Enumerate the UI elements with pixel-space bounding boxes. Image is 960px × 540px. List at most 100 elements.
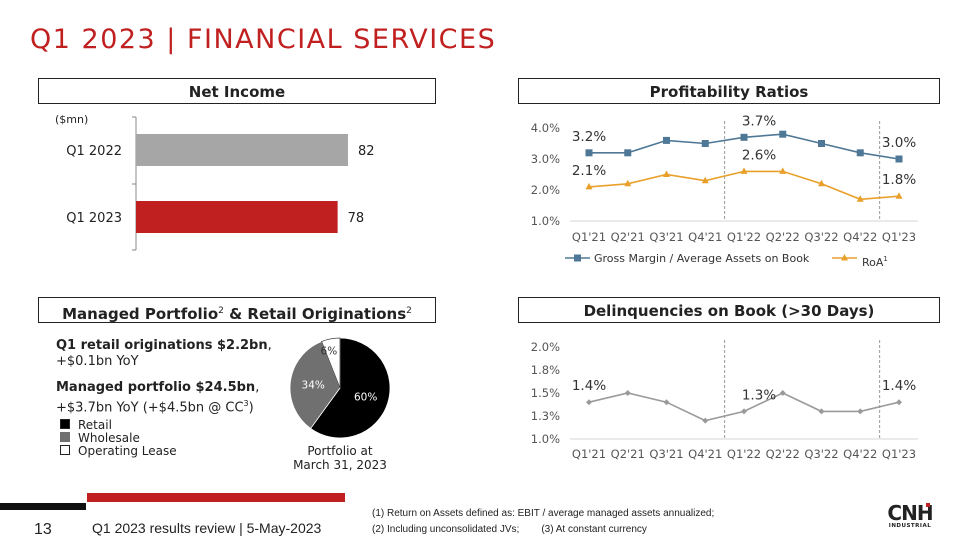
x-tick-label: Q4'22 (843, 230, 877, 244)
data-point-diamond (663, 399, 670, 406)
pie-slice (310, 337, 391, 439)
footnote-1: (1) Return on Assets defined as: EBIT / … (372, 508, 715, 519)
footer-title: Q1 2023 results review | 5-May-2023 (92, 520, 322, 536)
delinquencies-header: Delinquencies on Book (>30 Days) (518, 297, 940, 323)
retail-swatch (60, 419, 70, 429)
page-title: Q1 2023 | FINANCIAL SERVICES (30, 24, 497, 55)
data-point-triangle (856, 195, 864, 202)
bar-value-label: 78 (348, 211, 365, 226)
footnote-row: (2) Including unconsolidated JVs; (3) At… (372, 523, 714, 536)
managed-portfolio-yoy: +$3.7bn YoY (+$4.5bn @ CC3) (56, 396, 272, 416)
y-tick-label: 1.0% (531, 432, 560, 446)
y-tick-label: 1.5% (531, 386, 560, 400)
legend-wholesale: Wholesale (60, 432, 177, 445)
data-point-diamond (779, 390, 786, 396)
bar (136, 201, 338, 233)
x-tick-label: Q3'21 (649, 230, 683, 244)
legend-marker-triangle (841, 254, 848, 261)
data-point-square (585, 149, 593, 157)
data-point-square (624, 149, 632, 157)
data-point-square (740, 133, 748, 141)
profitability-header: Profitability Ratios (518, 78, 940, 104)
portfolio-header: Managed Portfolio2 & Retail Originations… (38, 297, 436, 323)
x-tick-label: Q2'21 (611, 230, 645, 244)
footnote-ref: 2 (406, 306, 412, 316)
data-point-square (818, 140, 825, 147)
portfolio-header-b: & Retail Originations (223, 305, 407, 323)
y-tick-label: 4.0% (531, 121, 560, 135)
x-tick-label: Q3'22 (804, 230, 838, 244)
y-tick-label: 2.0% (531, 340, 560, 354)
pie-slice-label: 6% (321, 346, 338, 358)
data-point-diamond (896, 399, 902, 406)
managed-portfolio: Managed portfolio $24.5bn (56, 380, 256, 395)
data-label: 3.2% (572, 129, 606, 145)
x-tick-label: Q4'21 (688, 447, 722, 461)
data-point-triangle (585, 182, 593, 190)
data-label: 1.4% (882, 378, 916, 394)
x-tick-label: Q3'21 (649, 447, 683, 461)
footnote-ref: 1 (883, 255, 887, 263)
lease-swatch (60, 445, 70, 455)
data-point-diamond (586, 399, 592, 406)
data-point-square (895, 155, 903, 163)
bar-category-label: Q1 2023 (66, 211, 122, 226)
bar-category-label: Q1 2022 (66, 144, 122, 159)
x-tick-label: Q4'21 (688, 230, 722, 244)
footnote-2: (2) Including unconsolidated JVs; (372, 524, 520, 535)
data-label: 2.6% (742, 147, 776, 163)
series-line (588, 170, 900, 201)
comma: , (255, 380, 260, 395)
data-point-triangle (740, 167, 748, 174)
y-tick-label: 1.8% (531, 363, 560, 377)
legend-label: Wholesale (78, 431, 140, 445)
footer-red-bar (87, 493, 345, 502)
data-point-diamond (818, 408, 825, 415)
y-tick-label: 1.3% (531, 409, 560, 423)
data-label: 1.3% (742, 387, 776, 403)
data-point-triangle (663, 170, 670, 177)
page-number: 13 (34, 521, 52, 538)
legend-retail: Retail (60, 419, 177, 432)
data-label: 1.4% (572, 378, 606, 394)
paren: ) (248, 400, 254, 416)
pie-slice-label: 34% (302, 380, 325, 392)
pie-slice (321, 337, 341, 389)
retail-originations: Q1 retail originations $2.2bn (56, 338, 268, 353)
legend-label: Operating Lease (78, 444, 177, 458)
data-label: 1.8% (882, 172, 916, 188)
x-tick-label: Q1'23 (882, 230, 916, 244)
pie-slice-label: 60% (354, 391, 377, 403)
portfolio-summary: Q1 retail originations $2.2bn, +$0.1bn Y… (56, 338, 272, 416)
x-tick-label: Q2'21 (611, 447, 645, 461)
data-point-square (663, 136, 670, 144)
unit-label: ($mn) (55, 113, 88, 126)
pie-caption-line: Portfolio at (307, 444, 373, 458)
x-tick-label: Q3'22 (804, 447, 838, 461)
portfolio-header-a: Managed Portfolio (62, 305, 219, 323)
y-tick-label: 3.0% (531, 152, 560, 166)
footnote-ref: 3 (243, 399, 249, 408)
data-point-diamond (702, 417, 709, 424)
comma: , (267, 338, 272, 353)
legend-label-roa: RoA1 (862, 255, 888, 269)
data-point-square (856, 149, 864, 157)
net-income-header: Net Income (38, 78, 436, 104)
footer-black-bar (0, 503, 86, 510)
x-tick-label: Q2'22 (766, 447, 800, 461)
data-point-triangle (624, 179, 632, 187)
pie-slice (289, 340, 341, 430)
x-tick-label: Q4'22 (843, 447, 877, 461)
footnote-3: (3) At constant currency (541, 524, 647, 535)
data-point-triangle (701, 176, 709, 184)
x-tick-label: Q1'22 (727, 447, 761, 461)
x-tick-label: Q1'21 (572, 230, 606, 244)
data-point-square (779, 130, 787, 138)
wholesale-swatch (60, 432, 70, 442)
footnote-ref: 2 (218, 306, 224, 316)
x-tick-label: Q1'22 (727, 230, 761, 244)
pie-legend: Retail Wholesale Operating Lease (60, 419, 177, 458)
data-point-triangle (895, 192, 903, 199)
data-label: 3.0% (882, 135, 916, 151)
pie-caption: Portfolio at March 31, 2023 (270, 444, 410, 472)
